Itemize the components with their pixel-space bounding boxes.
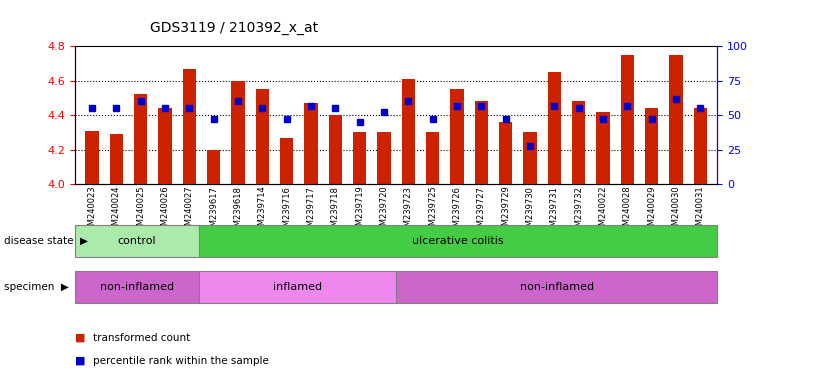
Text: transformed count: transformed count <box>93 333 191 343</box>
Bar <box>329 115 342 184</box>
Text: non-inflamed: non-inflamed <box>520 282 594 292</box>
Bar <box>402 79 415 184</box>
Bar <box>75 225 198 257</box>
Text: non-inflamed: non-inflamed <box>100 282 173 292</box>
Bar <box>75 271 198 303</box>
Bar <box>85 131 98 184</box>
Bar <box>596 112 610 184</box>
Bar <box>207 150 220 184</box>
Bar <box>620 55 634 184</box>
Bar <box>256 89 269 184</box>
Bar <box>450 89 464 184</box>
Bar <box>669 55 682 184</box>
Bar <box>158 108 172 184</box>
Text: percentile rank within the sample: percentile rank within the sample <box>93 356 269 366</box>
Bar <box>572 101 585 184</box>
Bar <box>694 108 707 184</box>
Bar <box>280 138 294 184</box>
Text: inflamed: inflamed <box>273 282 322 292</box>
Text: ■: ■ <box>75 356 86 366</box>
Bar <box>198 271 396 303</box>
Bar <box>426 132 440 184</box>
Text: specimen  ▶: specimen ▶ <box>4 282 69 292</box>
Text: control: control <box>118 236 156 246</box>
Text: ulcerative colitis: ulcerative colitis <box>412 236 504 246</box>
Bar <box>134 94 148 184</box>
Bar <box>377 132 390 184</box>
Bar <box>198 225 717 257</box>
Bar <box>548 72 561 184</box>
Bar <box>304 103 318 184</box>
Bar <box>645 108 658 184</box>
Bar <box>396 271 717 303</box>
Bar <box>353 132 366 184</box>
Text: ■: ■ <box>75 333 86 343</box>
Bar <box>183 68 196 184</box>
Bar <box>110 134 123 184</box>
Text: GDS3119 / 210392_x_at: GDS3119 / 210392_x_at <box>150 21 319 35</box>
Bar <box>475 101 488 184</box>
Bar <box>523 132 536 184</box>
Bar <box>231 81 244 184</box>
Bar <box>499 122 512 184</box>
Text: disease state  ▶: disease state ▶ <box>4 236 88 246</box>
